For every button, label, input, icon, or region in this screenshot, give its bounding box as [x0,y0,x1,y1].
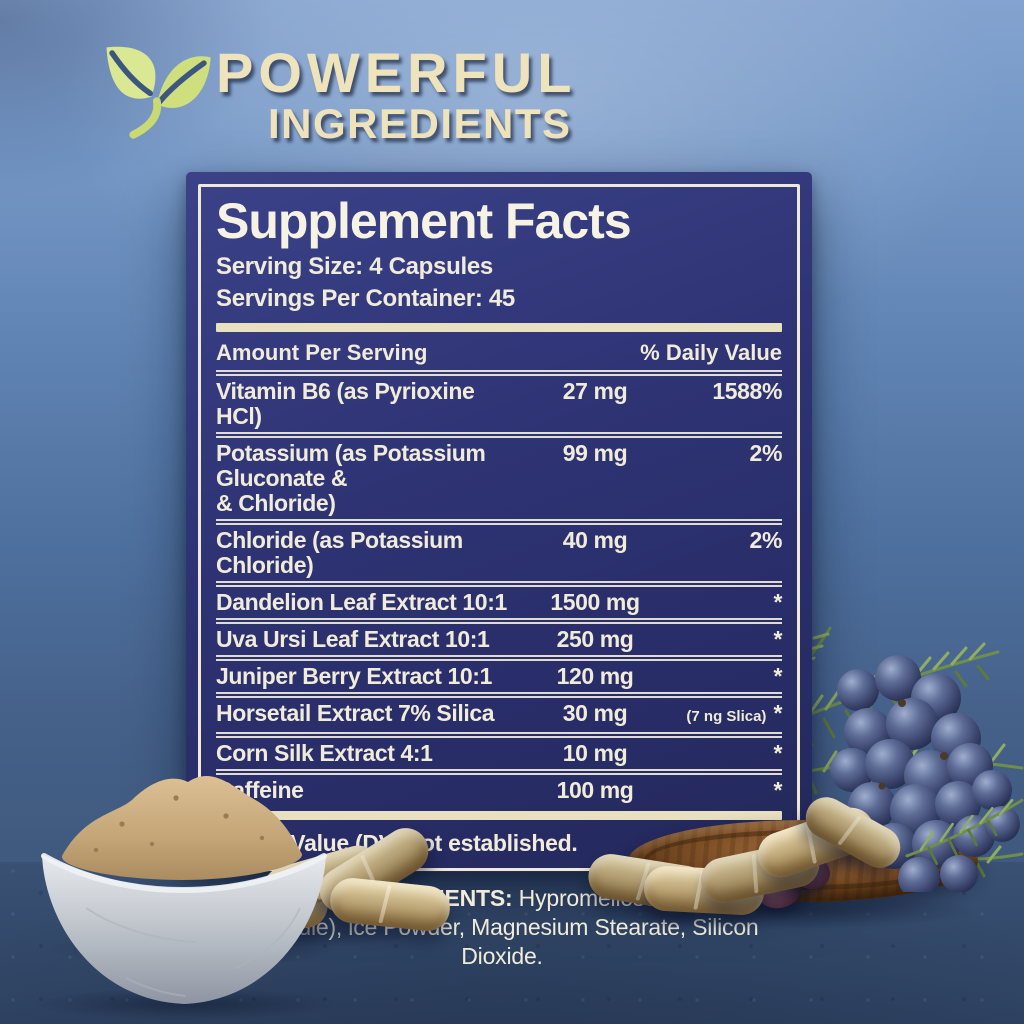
table-row: Juniper Berry Extract 10:1 120 mg * [216,661,782,692]
row-separator [216,581,782,587]
row-name: Dandelion Leaf Extract 10:1 [216,589,507,615]
panel-title: Supplement Facts [216,193,632,249]
row-dv: 2% [749,440,783,466]
dv-col-header: % Daily Value [640,340,782,365]
row-name: Uva Ursi Leaf Extract 10:1 [216,626,490,652]
row-name: Chloride (as Potassium Chloride) [216,527,463,578]
logo-subtitle: INGREDIENTS [268,100,572,147]
row-separator [216,370,782,376]
table-row: Potassium (as Potassium Gluconate & & Ch… [216,438,782,519]
row-dv: * [773,663,782,689]
row-separator [216,618,782,624]
section-bar [216,811,782,820]
table-row: Dandelion Leaf Extract 10:1 1500 mg * [216,587,782,618]
servings-per-container: Servings Per Container: 45 [216,285,515,312]
row-amount: 120 mg [556,663,634,689]
row-amount: 1500 mg [550,589,640,615]
row-name: Vitamin B6 (as Pyrioxine HCl) [216,378,475,429]
logo-title: POWERFUL [216,41,577,104]
row-separator [216,732,782,738]
row-dv: * [773,626,782,652]
facts-frame: Supplement Facts Serving Size: 4 Capsule… [198,184,800,871]
row-amount: 30 mg [562,700,628,726]
row-amount: 10 mg [562,740,628,766]
row-separator [216,519,782,525]
row-amount: 99 mg [562,440,628,466]
row-name: Juniper Berry Extract 10:1 [216,663,492,689]
juniper-sprig-front [905,798,1024,866]
supplement-facts-panel: Supplement Facts Serving Size: 4 Capsule… [186,172,812,969]
row-amount: 100 mg [556,777,634,803]
row-separator [216,769,782,775]
leaf-icon [106,46,211,139]
row-dv: 2% [749,527,783,553]
row-amount: 27 mg [562,378,628,404]
amount-col-header: Amount Per Serving [216,340,428,365]
row-amount: 40 mg [562,527,628,553]
table-row: Horsetail Extract 7% Silica 30 mg (7 ng … [216,698,782,732]
row-dv: * [773,589,782,615]
row-amount: 250 mg [556,626,634,652]
serving-size: Serving Size: 4 Capsules [216,253,493,280]
row-separator [216,655,782,661]
row-note: (7 ng Slica) [686,708,767,725]
table-row: Uva Ursi Leaf Extract 10:1 250 mg * [216,624,782,655]
row-dv: * [773,777,782,803]
row-dv: * [773,700,782,726]
row-dv: 1588% [712,378,782,404]
row-dv: * [773,740,782,766]
row-name: Horsetail Extract 7% Silica [216,700,495,726]
row-name: Potassium (as Potassium Gluconate & & Ch… [216,440,486,516]
row-separator [216,432,782,438]
row-separator [216,692,782,698]
table-header: Amount Per Serving % Daily Value [216,337,782,370]
table-row: Corn Silk Extract 4:1 10 mg * [216,738,782,769]
table-row: Vitamin B6 (as Pyrioxine HCl) 27 mg 1588… [216,376,782,432]
row-name: Corn Silk Extract 4:1 [216,740,433,766]
section-bar [216,323,782,332]
bowl-of-powder [34,776,338,1020]
table-row: Chloride (as Potassium Chloride) 40 mg 2… [216,525,782,581]
